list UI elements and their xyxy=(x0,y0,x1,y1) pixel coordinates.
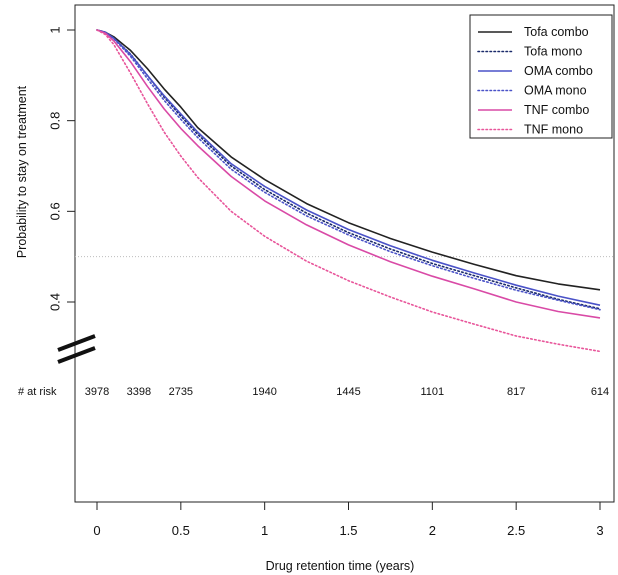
x-tick-label: 1.5 xyxy=(339,523,357,538)
at-risk-label: # at risk xyxy=(18,386,57,398)
series-lines xyxy=(96,29,601,353)
series-line-tnf-combo xyxy=(96,29,601,319)
break-slash xyxy=(57,334,96,352)
x-tick-label: 3 xyxy=(596,523,603,538)
at-risk-table: # at risk 3978 3398 2735 1940 1445 1101 817 614 xyxy=(18,386,609,398)
axis-break-mark xyxy=(57,334,96,364)
y-tick-label: 0.4 xyxy=(48,293,63,311)
x-axis-title: Drug retention time (years) xyxy=(266,559,415,573)
series-line-oma-mono xyxy=(96,29,601,311)
series-line-oma-combo xyxy=(96,29,601,306)
at-risk-count: 817 xyxy=(507,386,525,398)
legend: Tofa combo Tofa mono OMA combo OMA mono TNF … xyxy=(469,14,613,139)
legend-label: OMA mono xyxy=(524,84,587,98)
series-line-tofa-combo xyxy=(96,29,601,291)
legend-label: OMA combo xyxy=(524,64,593,78)
series-line-tnf-mono xyxy=(96,29,601,353)
at-risk-count: 2735 xyxy=(169,386,193,398)
x-tick-label: 1 xyxy=(261,523,268,538)
legend-label: Tofa mono xyxy=(524,45,582,59)
legend-label: TNF combo xyxy=(524,103,589,117)
x-tick-label: 2.5 xyxy=(507,523,525,538)
legend-label: Tofa combo xyxy=(524,25,589,39)
x-tick-label: 2 xyxy=(429,523,436,538)
at-risk-count: 614 xyxy=(591,386,609,398)
x-axis: 0 0.5 1 1.5 2 2.5 3 xyxy=(93,501,604,538)
y-tick-label: 0.6 xyxy=(48,202,63,220)
y-tick-label: 1 xyxy=(48,26,63,33)
at-risk-count: 3978 xyxy=(85,386,109,398)
at-risk-count: 1101 xyxy=(421,386,445,398)
legend-box xyxy=(469,14,613,139)
at-risk-count: 1445 xyxy=(336,386,360,398)
y-axis-title: Probability to stay on treatment xyxy=(15,85,29,258)
at-risk-count: 3398 xyxy=(127,386,151,398)
x-tick-label: 0.5 xyxy=(172,523,190,538)
x-tick-label: 0 xyxy=(93,523,100,538)
at-risk-count: 1940 xyxy=(252,386,276,398)
y-axis: 0.4 0.6 0.8 1 xyxy=(48,26,75,311)
y-tick-label: 0.8 xyxy=(48,112,63,130)
legend-label: TNF mono xyxy=(524,123,583,137)
break-slash xyxy=(57,346,96,364)
